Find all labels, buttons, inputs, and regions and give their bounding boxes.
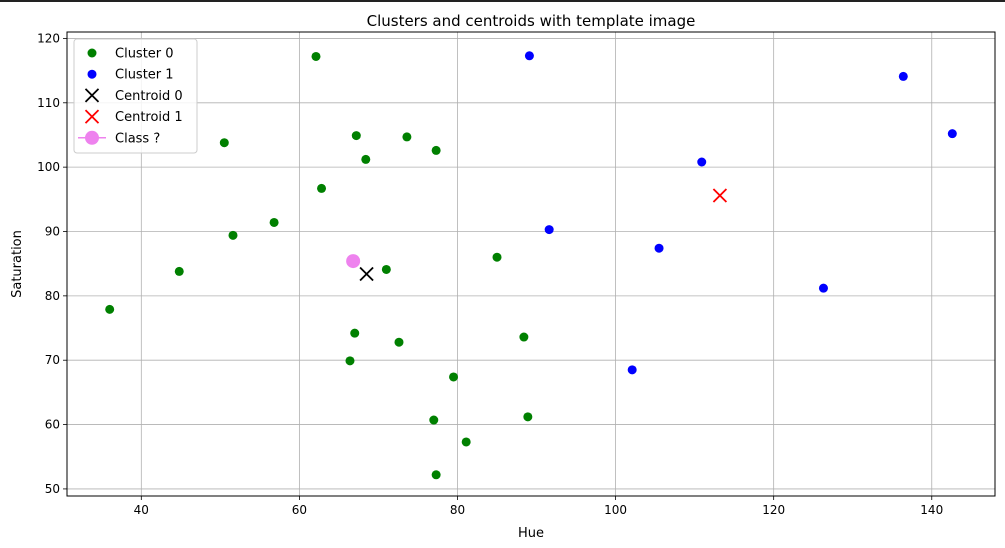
cluster-0-point [429,415,439,425]
legend-label: Centroid 0 [115,89,183,104]
cluster-0-point [402,132,412,142]
cluster-0-point [311,51,321,61]
legend-box [73,38,198,154]
legend-swatch [87,48,97,58]
x-tick-label: 80 [450,503,465,517]
data-points [105,51,957,480]
cluster-0-point [523,412,533,422]
x-axis-label: Hue [518,526,544,541]
legend-label: Cluster 0 [115,47,174,62]
cluster-0-point [350,328,360,338]
x-tick-label: 60 [292,503,307,517]
x-tick-label: 120 [762,503,785,517]
centroid-0-point [359,266,374,282]
y-tick-label: 50 [45,482,60,496]
cluster-1-point [524,51,534,61]
legend-swatch [87,69,97,79]
y-tick-label: 60 [45,418,60,432]
cluster-0-point [449,372,459,382]
plot-area-frame [66,31,996,497]
legend-swatch [84,109,100,124]
cluster-0-point [105,304,115,314]
cluster-0-point [431,145,441,155]
x-tick-label: 100 [604,503,627,517]
y-tick-label: 110 [37,96,60,110]
cluster-0-point [219,138,229,148]
legend-label: Cluster 1 [115,68,174,83]
cluster-0-point [269,217,279,227]
class-point [346,254,361,269]
cluster-0-point [351,131,361,141]
cluster-0-point [431,470,441,480]
cluster-1-point [654,243,664,253]
cluster-0-point [174,266,184,276]
cluster-0-point [317,183,327,193]
legend-swatch [84,88,100,103]
cluster-0-point [228,230,238,240]
grid [67,32,995,496]
cluster-1-point [697,157,707,167]
y-tick-label: 80 [45,289,60,303]
x-tick-label: 40 [134,503,149,517]
centroid-1-point [712,188,728,203]
cluster-0-point [394,337,404,347]
y-axis-label: Saturation [10,230,25,298]
cluster-1-point [627,365,637,375]
y-tick-label: 70 [45,353,60,367]
cluster-0-point [492,252,502,262]
legend-label: Centroid 1 [115,110,183,125]
chart-title: Clusters and centroids with template ima… [367,12,696,30]
y-tick-label: 90 [45,225,60,239]
y-tick-label: 120 [37,31,60,45]
y-tick-label: 100 [37,160,60,174]
cluster-1-point [898,71,908,81]
cluster-0-point [381,264,391,274]
x-tick-label: 140 [920,503,943,517]
axis-ticks: 40 60 80 100 120 140 50 60 70 80 90 100 110 120 [37,31,943,517]
cluster-0-point [461,437,471,447]
legend-label: Class ? [115,131,160,146]
legend: Cluster 0 Cluster 1 Centroid 0 Centroid 1 C… [73,38,198,154]
cluster-1-point [818,283,828,293]
legend-swatch [78,130,106,145]
cluster-0-point [345,356,355,366]
cluster-0-point [519,332,529,342]
cluster-0-point [361,154,371,164]
cluster-1-point [947,129,957,139]
cluster-1-point [544,225,554,235]
